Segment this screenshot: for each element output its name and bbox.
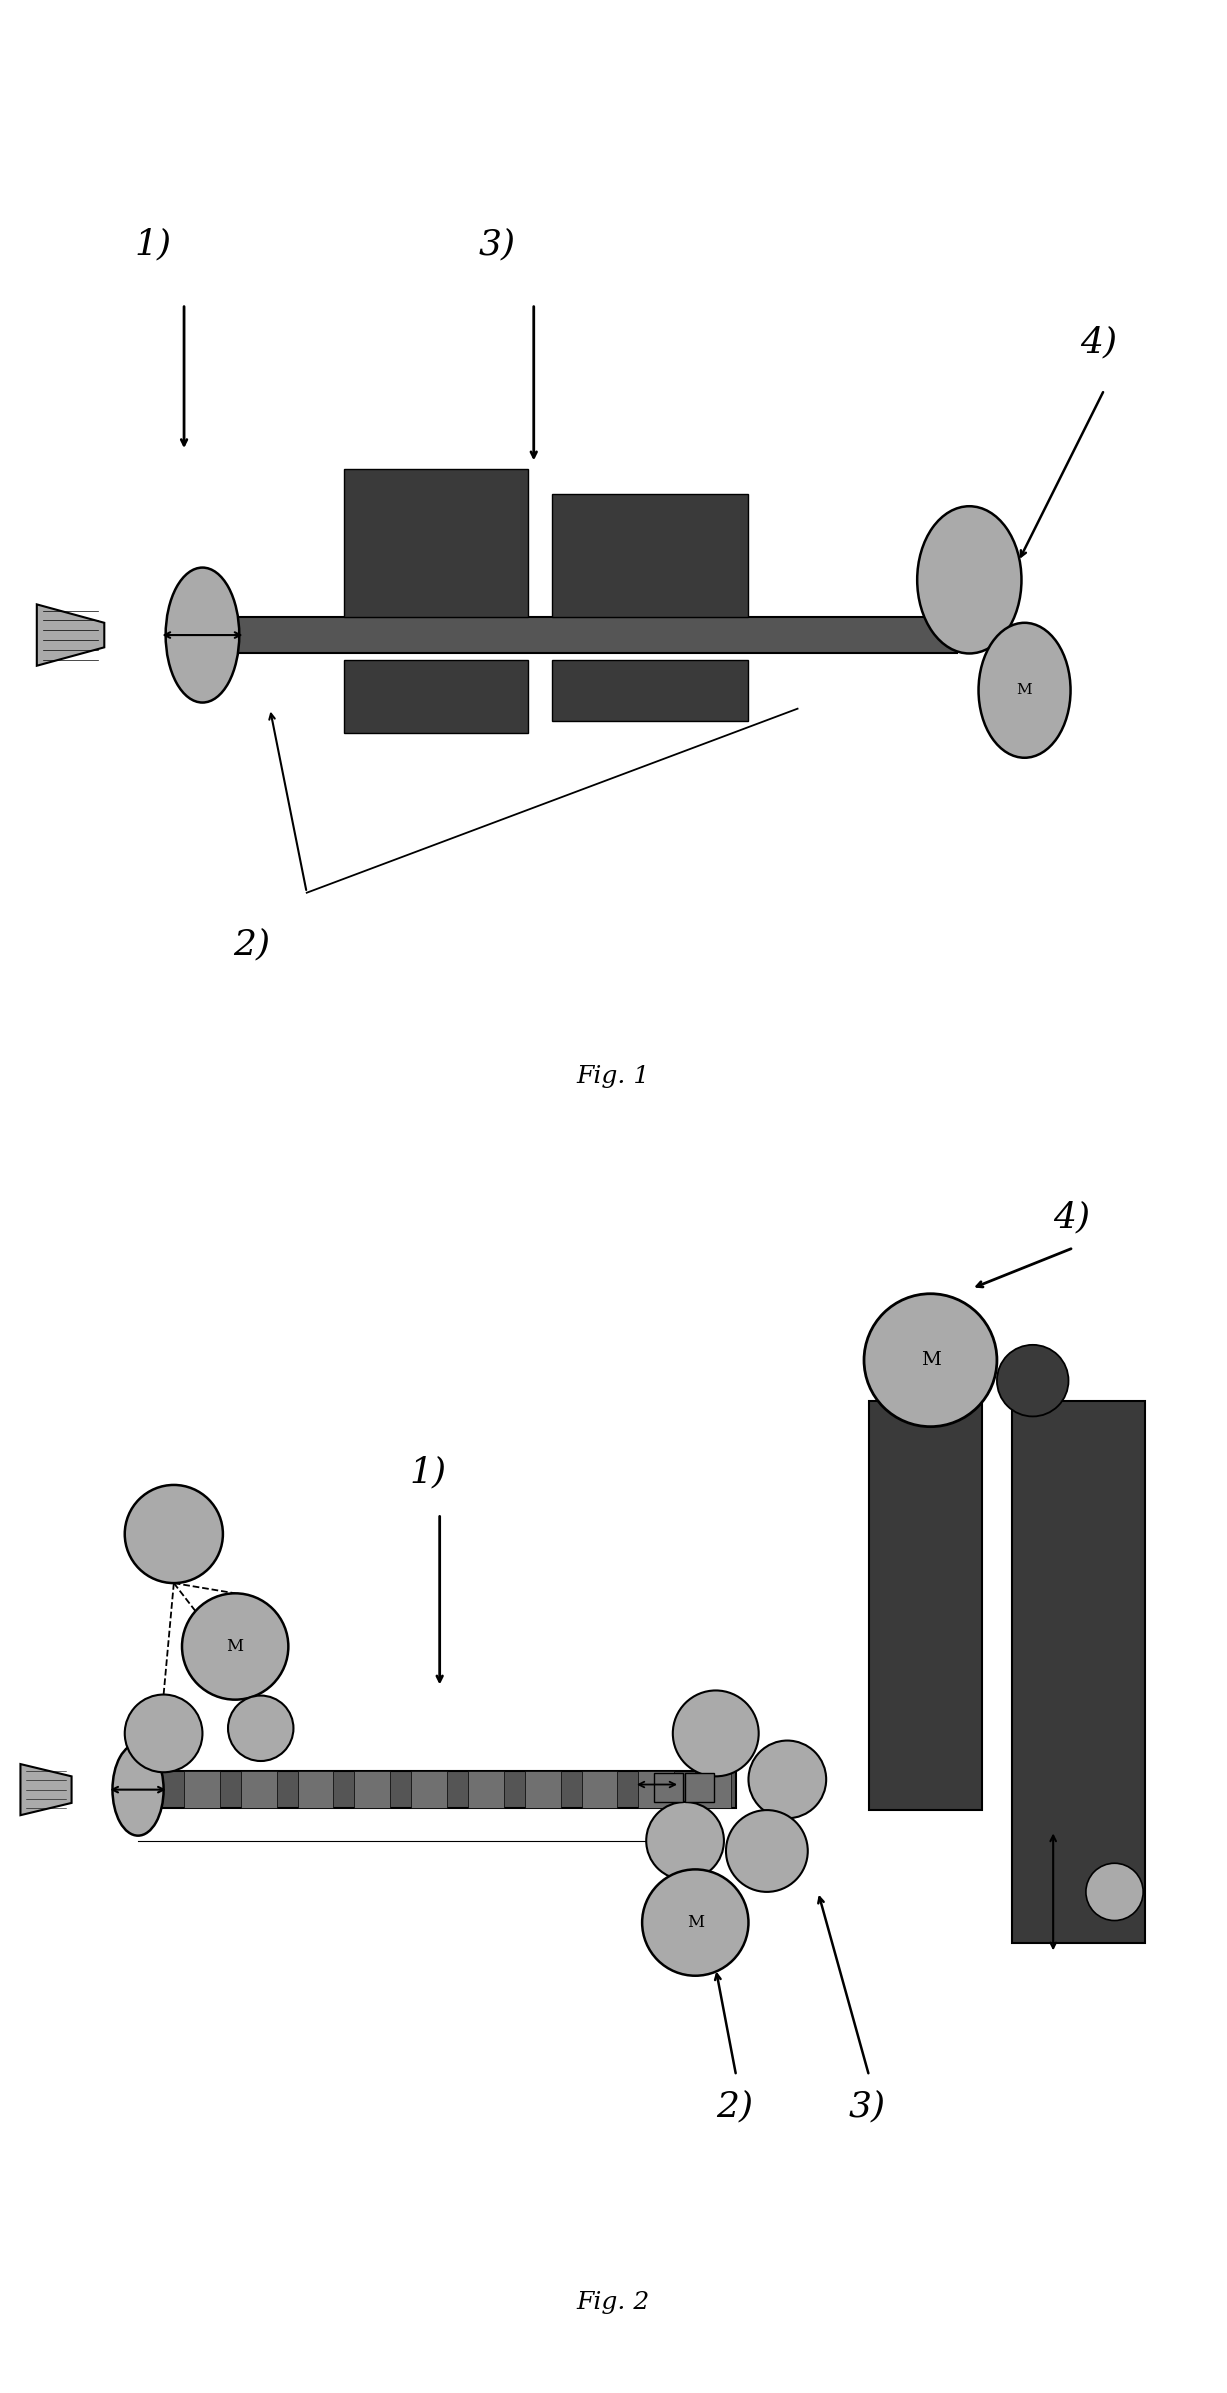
Bar [411,1771,447,1809]
Text: 4): 4) [1053,1201,1091,1235]
Text: 2): 2) [715,2089,753,2125]
Circle shape [125,1694,202,1773]
Circle shape [647,1802,724,1879]
Bar [552,660,748,720]
Circle shape [672,1689,758,1776]
Circle shape [125,1486,223,1584]
Bar [344,660,528,732]
Bar [582,1771,617,1809]
Text: Fig. 1: Fig. 1 [577,1065,650,1086]
Text: M: M [687,1914,704,1931]
Text: 1): 1) [135,227,172,261]
Bar [654,1773,683,1802]
Text: 4): 4) [1080,325,1117,359]
Bar [153,1771,736,1809]
Text: 2): 2) [233,926,270,962]
Circle shape [642,1869,748,1977]
Circle shape [726,1809,807,1893]
Circle shape [748,1740,826,1819]
Ellipse shape [979,622,1070,759]
Bar [685,1773,714,1802]
Bar [1012,1400,1145,1943]
Text: M: M [920,1352,940,1369]
Text: M: M [1017,684,1032,696]
Bar [696,1771,731,1809]
Ellipse shape [113,1744,163,1835]
Circle shape [228,1697,293,1761]
Ellipse shape [917,507,1021,653]
Bar [869,1400,982,1809]
Text: Fig. 2: Fig. 2 [577,2290,650,2314]
Bar [525,1771,561,1809]
Circle shape [996,1345,1069,1417]
Bar [240,1771,276,1809]
Circle shape [182,1594,288,1699]
Polygon shape [21,1764,71,1816]
Ellipse shape [166,567,239,704]
Text: 1): 1) [409,1455,447,1491]
Bar [638,1771,675,1809]
Bar [184,1771,220,1809]
Circle shape [864,1295,996,1426]
Bar [355,1771,390,1809]
Bar [221,617,957,653]
Bar [467,1771,504,1809]
Bar [298,1771,334,1809]
Text: 3): 3) [849,2089,886,2125]
Text: M: M [227,1637,244,1656]
Bar [552,493,748,617]
Text: 3): 3) [479,227,515,261]
Bar [344,469,528,617]
Polygon shape [37,605,104,665]
Circle shape [1086,1864,1144,1922]
